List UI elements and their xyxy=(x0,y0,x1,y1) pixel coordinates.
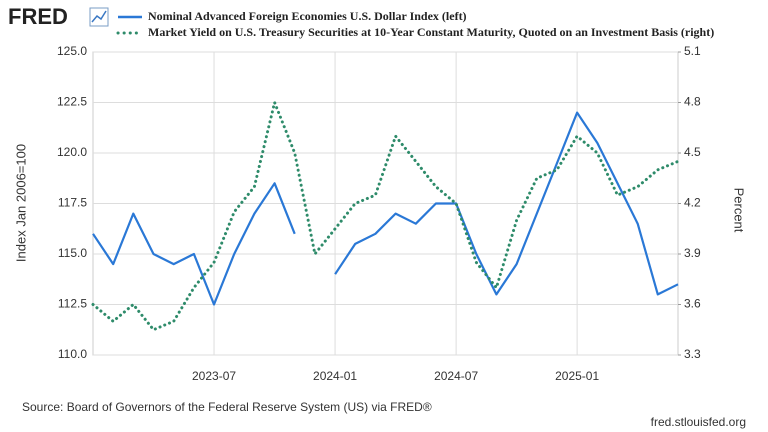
y-tick-label: 117.5 xyxy=(58,196,87,210)
series-line xyxy=(92,111,679,306)
y2-tick-label: 3.9 xyxy=(684,246,701,260)
x-tick-label: 2024-01 xyxy=(313,369,357,383)
legend-label: Nominal Advanced Foreign Economies U.S. … xyxy=(148,9,467,23)
y-tick-label: 110.0 xyxy=(58,347,87,361)
y-axis-label: Index Jan 2006=100 xyxy=(13,144,28,262)
y-tick-label: 125.0 xyxy=(57,44,87,58)
y2-tick-label: 4.8 xyxy=(684,95,701,109)
y2-tick-label: 5.1 xyxy=(684,44,701,58)
series-line xyxy=(91,101,680,332)
y2-axis-label: Percent xyxy=(732,188,747,233)
y2-tick-label: 3.6 xyxy=(684,297,701,311)
logo-icon-line xyxy=(91,10,107,23)
y-tick-label: 112.5 xyxy=(58,297,87,311)
y2-tick-label: 4.2 xyxy=(684,196,701,210)
y2-tick-label: 3.3 xyxy=(684,347,701,361)
logo-icon xyxy=(89,7,109,27)
x-tick-label: 2024-07 xyxy=(434,369,478,383)
y-tick-label: 122.5 xyxy=(57,95,87,109)
source: Source: Board of Governors of the Federa… xyxy=(22,400,432,414)
x-tick-label: 2023-07 xyxy=(192,369,236,383)
site: fred.stlouisfed.org xyxy=(651,415,746,429)
y2-tick-label: 4.5 xyxy=(684,145,701,159)
y-tick-label: 120.0 xyxy=(57,145,87,159)
legend-label: Market Yield on U.S. Treasury Securities… xyxy=(148,25,714,39)
x-tick-label: 2025-01 xyxy=(555,369,599,383)
y-tick-label: 115.0 xyxy=(58,246,87,260)
logo: FRED xyxy=(8,4,68,29)
